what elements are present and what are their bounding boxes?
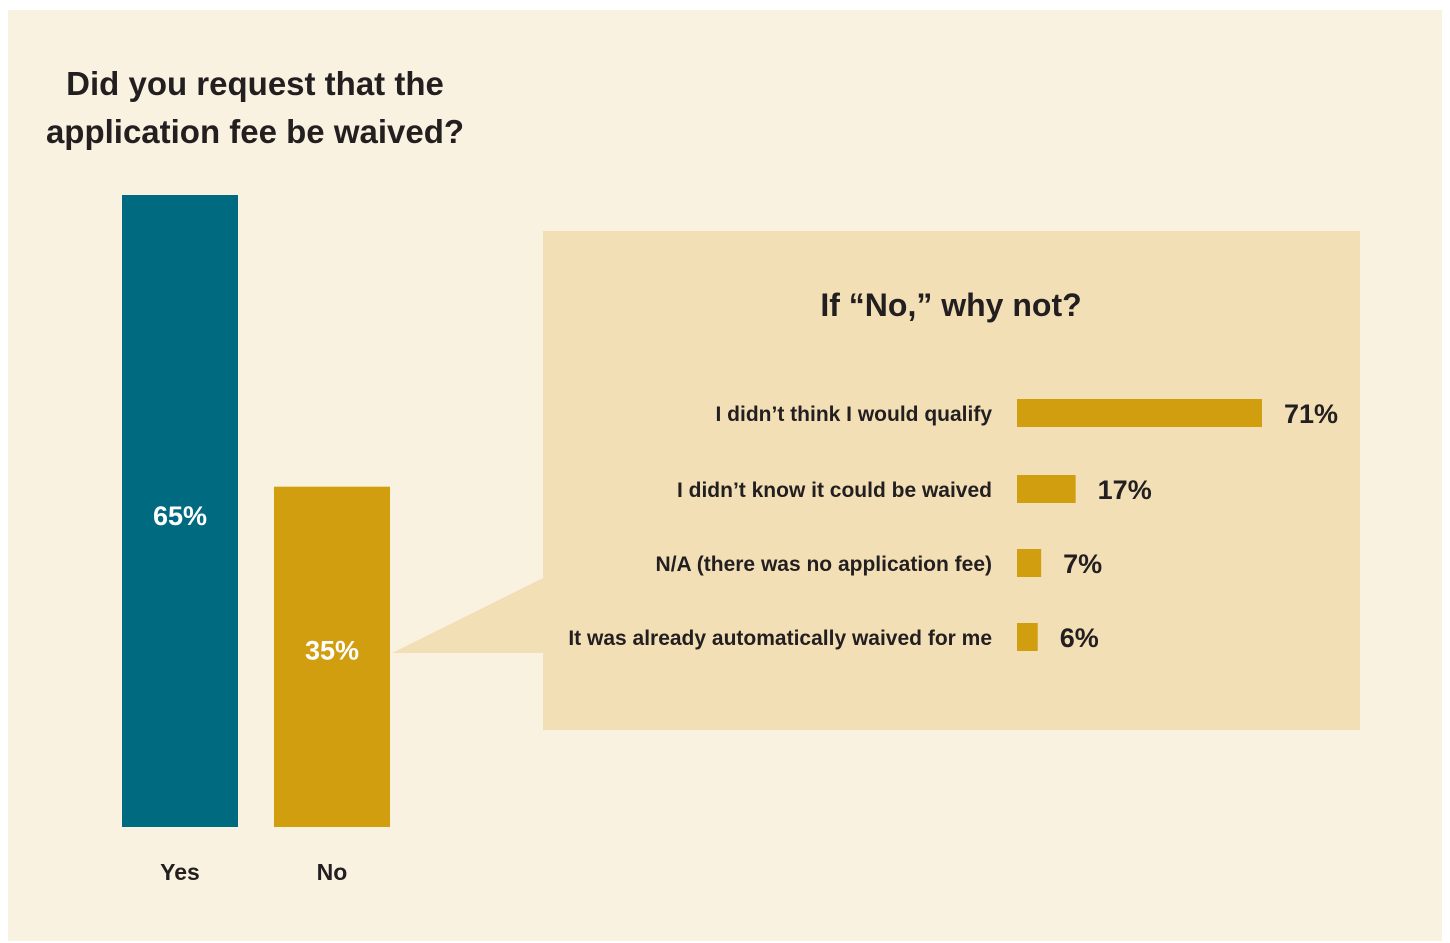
reason-label: I didn’t know it could be waived	[677, 479, 992, 502]
reason-bar	[1017, 623, 1038, 651]
category-label: Yes	[160, 859, 200, 885]
left-bar-chart: 65% Yes 35% No	[122, 195, 390, 885]
reason-value-label: 71%	[1284, 399, 1338, 429]
reason-bar	[1017, 399, 1262, 427]
reason-value-label: 6%	[1060, 623, 1099, 653]
reason-bar	[1017, 475, 1076, 503]
bar-value-label: 65%	[153, 501, 207, 531]
bar-value-label: 35%	[305, 636, 359, 666]
reason-bar	[1017, 549, 1042, 577]
chart-title-line-1: Did you request that the	[66, 65, 444, 102]
callout-title: If “No,” why not?	[820, 287, 1081, 323]
right-bar-chart: I didn’t think I would qualify 71% I didn’…	[568, 399, 1338, 653]
bar-no	[274, 486, 390, 827]
reason-value-label: 17%	[1098, 475, 1152, 505]
reason-label: It was already automatically waived for …	[568, 627, 992, 650]
category-label: No	[317, 859, 348, 885]
callout-box	[543, 231, 1360, 730]
bar-yes	[122, 195, 238, 827]
callout-pointer	[392, 578, 543, 653]
reason-label: I didn’t think I would qualify	[716, 403, 993, 426]
reason-label: N/A (there was no application fee)	[656, 553, 992, 576]
reason-value-label: 7%	[1063, 549, 1102, 579]
chart-title-line-2: application fee be waived?	[46, 113, 464, 150]
